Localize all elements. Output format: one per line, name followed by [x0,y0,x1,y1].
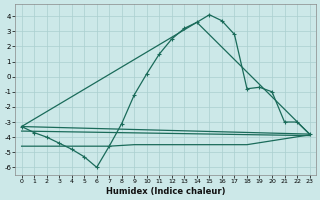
X-axis label: Humidex (Indice chaleur): Humidex (Indice chaleur) [106,187,225,196]
